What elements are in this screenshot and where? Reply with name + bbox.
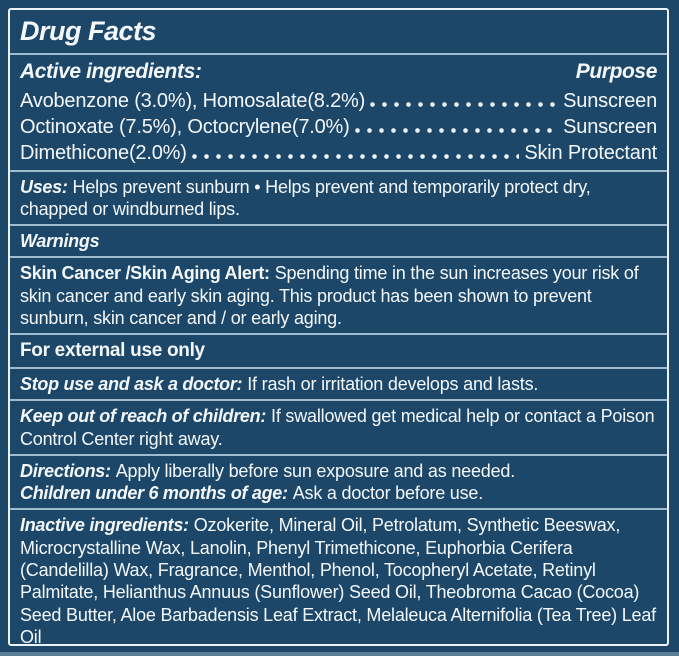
skin-cancer-alert-text: Spending time in the sun increases your … [20, 263, 639, 329]
section-divider [10, 333, 667, 336]
children-under-6-label: Children under 6 months of age: [20, 483, 288, 504]
active-ingredient-row: Avobenzone (3.0%), Homosalate(8.2%) Suns… [20, 88, 657, 114]
directions-text: Apply liberally before sun exposure and … [115, 460, 515, 481]
warnings-heading-row: Warnings [20, 227, 657, 255]
section-divider [10, 453, 667, 456]
skin-cancer-alert-label: Skin Cancer /Skin Aging Alert: [20, 263, 270, 284]
inactive-ingredients-section: Inactive ingredients: Ozokerite, Mineral … [20, 511, 657, 646]
section-divider [10, 169, 667, 172]
active-ingredient-row: Octinoxate (7.5%), Octocrylene(7.0%) Sun… [20, 114, 657, 140]
dot-leader [191, 153, 520, 159]
ingredient-purpose: Sunscreen [563, 115, 657, 138]
purpose-heading: Purpose [575, 60, 658, 84]
active-ingredients-section: Active ingredients: Purpose Avobenzone (… [20, 56, 657, 168]
children-under-6-text: Ask a doctor before use. [292, 483, 484, 504]
section-divider [10, 508, 667, 511]
section-divider [10, 53, 667, 56]
drug-facts-title: Drug Facts [20, 16, 157, 46]
keep-out-of-reach-text: If swallowed get medical help or contact… [20, 406, 655, 449]
dot-leader [370, 101, 559, 107]
section-divider [10, 256, 667, 259]
inactive-ingredients-text: Ozokerite, Mineral Oil, Petrolatum, Synt… [20, 515, 656, 646]
active-ingredients-heading-row: Active ingredients: Purpose [20, 59, 657, 87]
skin-cancer-alert-section: Skin Cancer /Skin Aging Alert: Spending t… [20, 259, 657, 332]
directions-label: Directions: [20, 460, 111, 481]
uses-section: Uses: Helps prevent sunburn • Helps preve… [20, 173, 657, 224]
keep-out-of-reach-section: Keep out of reach of children: If swallow… [20, 402, 657, 453]
stop-use-label: Stop use and ask a doctor: [20, 373, 243, 394]
ingredient-name: Octinoxate (7.5%), Octocrylene(7.0%) [20, 115, 350, 138]
uses-text: Helps prevent sunburn • Helps prevent an… [20, 176, 591, 219]
drug-facts-header: Drug Facts [20, 10, 657, 52]
section-divider [10, 399, 667, 402]
inactive-ingredients-label: Inactive ingredients: [20, 515, 189, 536]
stop-use-section: Stop use and ask a doctor: If rash or irr… [20, 370, 657, 398]
external-use-text: For external use only [20, 340, 205, 362]
keep-out-of-reach-label: Keep out of reach of children: [20, 406, 267, 427]
bottom-edge-strip [0, 652, 679, 656]
ingredient-name: Dimethicone(2.0%) [20, 141, 187, 164]
stop-use-text: If rash or irritation develops and lasts… [247, 373, 539, 394]
drug-facts-inner-frame: Drug Facts Active ingredients: Purpose A… [8, 8, 669, 646]
external-use-section: For external use only [20, 336, 657, 366]
warnings-heading: Warnings [20, 231, 100, 252]
directions-row: Directions: Apply liberally before sun ex… [20, 460, 657, 482]
section-divider [10, 224, 667, 227]
ingredient-purpose: Sunscreen [563, 89, 657, 112]
active-ingredient-row: Dimethicone(2.0%) Skin Protectant [20, 140, 657, 166]
ingredient-name: Avobenzone (3.0%), Homosalate(8.2%) [20, 89, 366, 112]
active-ingredients-heading: Active ingredients: [20, 60, 202, 84]
children-under-6-row: Children under 6 months of age: Ask a doc… [20, 482, 657, 504]
section-divider [10, 366, 667, 369]
ingredient-purpose: Skin Protectant [524, 141, 657, 164]
dot-leader [354, 127, 559, 133]
directions-section: Directions: Apply liberally before sun ex… [20, 457, 657, 508]
uses-label: Uses: [20, 176, 68, 197]
